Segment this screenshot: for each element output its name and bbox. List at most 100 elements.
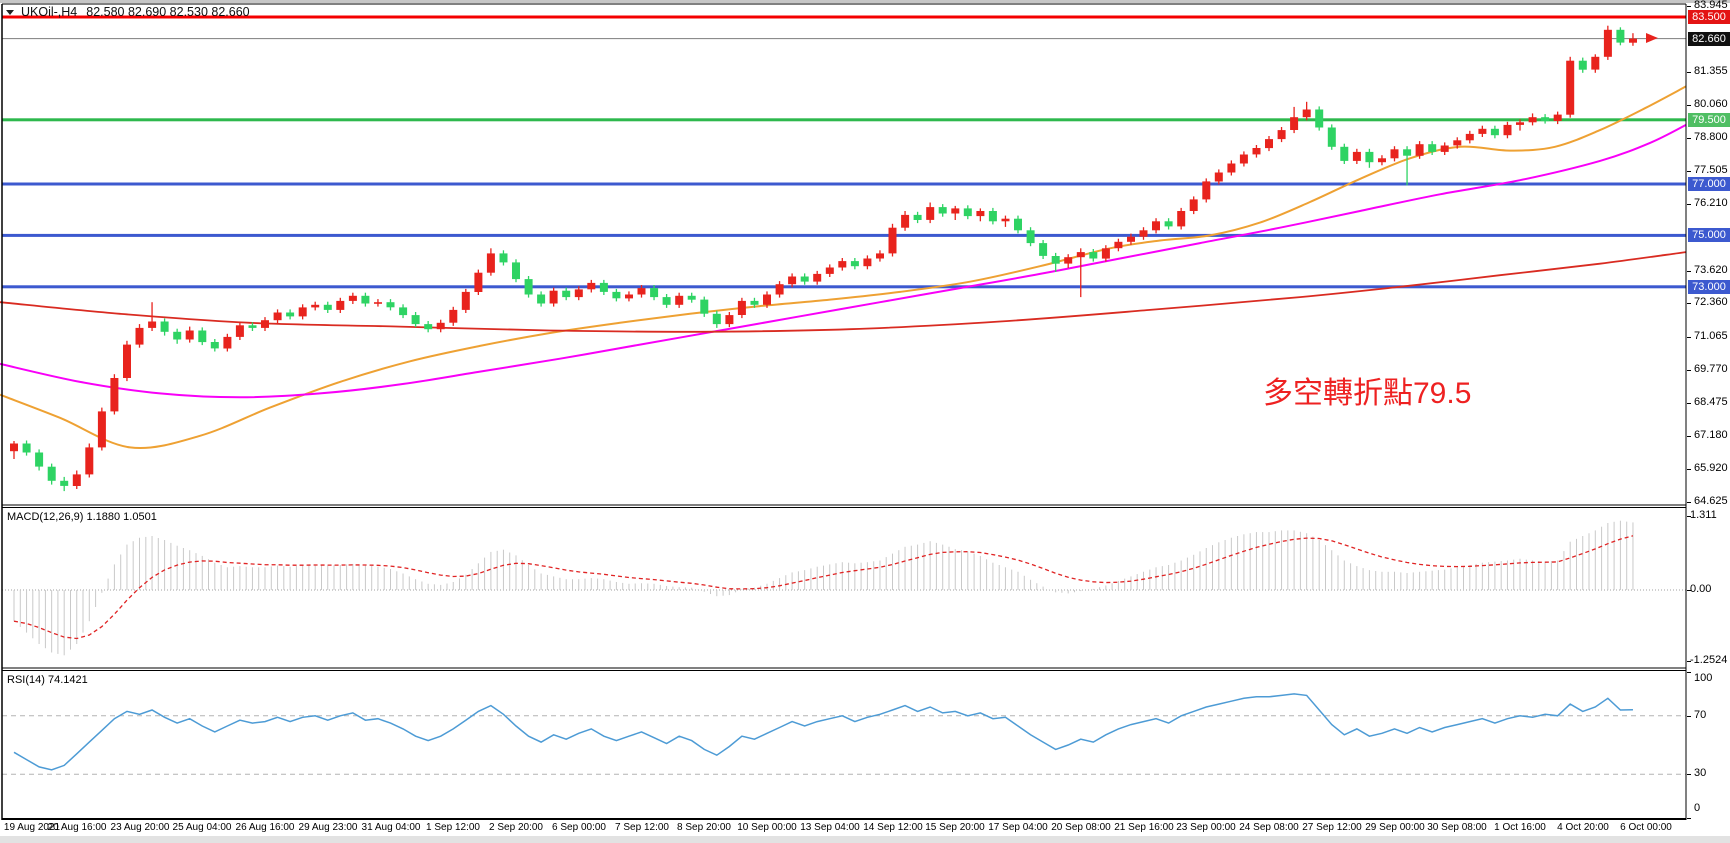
date-label: 2 Sep 20:00 — [489, 822, 543, 833]
chevron-down-icon[interactable] — [6, 9, 14, 15]
price-tick — [1687, 105, 1691, 106]
price-badge-83.500: 83.500 — [1688, 10, 1730, 24]
date-label: 13 Sep 04:00 — [800, 822, 860, 833]
symbol-title-bar[interactable]: UKOil-,H4 82.580 82.690 82.530 82.660 — [6, 5, 250, 19]
price-tick — [1687, 469, 1691, 470]
price-tick-label: 76.210 — [1694, 197, 1728, 209]
price-tick — [1687, 6, 1691, 7]
macd-tick — [1687, 516, 1691, 517]
price-tick-label: 69.770 — [1694, 363, 1728, 375]
rsi-tick-label: 30 — [1694, 767, 1707, 779]
price-badge-73.000: 73.000 — [1688, 280, 1730, 294]
date-label: 25 Aug 04:00 — [172, 822, 232, 833]
level-line-77.000 — [2, 182, 1686, 186]
macd-tick-label: -1.2524 — [1690, 654, 1728, 666]
symbol-period-label: UKOil-,H4 — [21, 5, 78, 19]
date-label: 20 Aug 16:00 — [47, 822, 107, 833]
date-label: 26 Aug 16:00 — [235, 822, 295, 833]
rsi-indicator-label: RSI(14) 74.1421 — [7, 674, 88, 686]
price-tick — [1687, 337, 1691, 338]
rsi-line — [13, 693, 1633, 771]
price-tick — [1687, 502, 1691, 503]
macd-panel[interactable] — [2, 520, 1686, 656]
price-tick-label: 81.355 — [1694, 65, 1728, 77]
price-badge-79.500: 79.500 — [1688, 113, 1730, 127]
price-tick-label: 73.620 — [1694, 264, 1728, 276]
price-tick — [1687, 436, 1691, 437]
date-label: 1 Oct 16:00 — [1494, 822, 1546, 833]
text-annotation: 多空轉折點79.5 — [1263, 377, 1472, 410]
date-label: 20 Sep 08:00 — [1051, 822, 1111, 833]
level-line-83.500 — [2, 15, 1686, 19]
date-label: 4 Oct 20:00 — [1557, 822, 1609, 833]
macd-tick — [1687, 590, 1691, 591]
level-line-73.000 — [2, 285, 1686, 289]
price-tick — [1687, 303, 1691, 304]
date-label: 29 Sep 00:00 — [1365, 822, 1425, 833]
price-marker — [1646, 33, 1658, 43]
price-tick-label: 71.065 — [1694, 330, 1728, 342]
date-label: 6 Oct 00:00 — [1620, 822, 1672, 833]
price-tick-label: 83.945 — [1694, 0, 1728, 11]
rsi-tick — [1687, 774, 1691, 775]
price-tick-label: 72.360 — [1694, 296, 1728, 308]
price-tick — [1687, 138, 1691, 139]
rsi-tick — [1687, 716, 1691, 717]
horizontal-level-lines[interactable] — [2, 15, 1686, 289]
date-label: 6 Sep 00:00 — [552, 822, 606, 833]
price-tick — [1687, 72, 1691, 73]
rsi-tick-label: 70 — [1694, 709, 1707, 721]
price-tick-label: 68.475 — [1694, 396, 1728, 408]
date-label: 27 Sep 12:00 — [1302, 822, 1362, 833]
date-label: 31 Aug 04:00 — [361, 822, 421, 833]
price-tick-label: 67.180 — [1694, 429, 1728, 441]
rsi-tick-label: 0 — [1694, 802, 1701, 814]
price-tick — [1687, 204, 1691, 205]
date-label: 29 Aug 23:00 — [298, 822, 358, 833]
macd-tick — [1687, 661, 1691, 662]
price-badge-75.000: 75.000 — [1688, 228, 1730, 242]
price-tick — [1687, 271, 1691, 272]
price-tick — [1687, 403, 1691, 404]
rsi-panel[interactable] — [2, 693, 1686, 775]
ma-slow-red — [0, 251, 1687, 333]
window-top-edge — [0, 0, 1730, 3]
price-tick — [1687, 370, 1691, 371]
level-line-75.000 — [2, 233, 1686, 237]
ma-mid-magenta — [0, 124, 1687, 399]
macd-tick-label: 0.00 — [1690, 583, 1712, 595]
macd-tick-label: 1.311 — [1690, 509, 1717, 521]
macd-indicator-label: MACD(12,26,9) 1.1880 1.0501 — [7, 511, 157, 523]
price-tick-label: 80.060 — [1694, 98, 1728, 110]
rsi-tick-label: 100 — [1694, 672, 1713, 684]
window-bottom-edge — [0, 836, 1730, 843]
date-label: 24 Sep 08:00 — [1239, 822, 1299, 833]
price-tick — [1687, 171, 1691, 172]
date-label: 10 Sep 00:00 — [737, 822, 797, 833]
candles-layer — [10, 25, 1637, 492]
ohlc-values: 82.580 82.690 82.530 82.660 — [86, 5, 250, 19]
date-label: 1 Sep 12:00 — [426, 822, 480, 833]
price-tick-label: 78.800 — [1694, 131, 1728, 143]
date-label: 17 Sep 04:00 — [988, 822, 1048, 833]
level-line-79.500 — [2, 118, 1686, 122]
date-label: 7 Sep 12:00 — [615, 822, 669, 833]
price-badge-77.000: 77.000 — [1688, 177, 1730, 191]
date-label: 19 Aug 2021 — [3, 822, 61, 833]
price-marker-arrow-icon — [1646, 33, 1658, 43]
date-label: 23 Aug 20:00 — [110, 822, 170, 833]
panel-borders — [1, 3, 1687, 820]
price-tick-label: 64.625 — [1694, 495, 1728, 507]
date-label: 30 Sep 08:00 — [1427, 822, 1487, 833]
price-tick-label: 77.505 — [1694, 164, 1728, 176]
date-label: 8 Sep 20:00 — [677, 822, 731, 833]
date-label: 21 Sep 16:00 — [1114, 822, 1174, 833]
date-label: 15 Sep 20:00 — [925, 822, 985, 833]
price-tick-label: 65.920 — [1694, 462, 1728, 474]
moving-average-lines — [0, 85, 1687, 450]
rsi-tick — [1687, 672, 1691, 673]
date-label: 14 Sep 12:00 — [863, 822, 923, 833]
rsi-tick — [1687, 818, 1691, 819]
